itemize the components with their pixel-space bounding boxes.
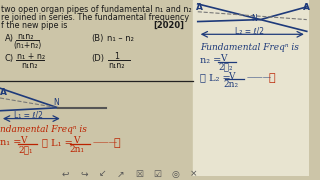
Text: ②: ② [268,73,275,84]
Text: ndamental Freqⁿ is: ndamental Freqⁿ is [0,125,87,134]
Text: A): A) [5,34,14,43]
Text: Fundamental Freqⁿ is: Fundamental Freqⁿ is [200,43,299,52]
Text: ———: ——— [92,138,118,146]
Text: V: V [220,54,227,63]
Text: ∴ L₂ =: ∴ L₂ = [200,73,230,82]
Text: n₁ =: n₁ = [0,138,21,147]
Text: 2ℓ₂: 2ℓ₂ [218,63,233,72]
Text: 2n₂: 2n₂ [224,80,239,89]
Text: A: A [196,3,203,12]
Text: V: V [20,136,27,145]
Text: 2ℓ₁: 2ℓ₁ [18,145,33,154]
Text: A: A [303,3,310,12]
Text: ↪: ↪ [80,170,88,179]
Bar [193,0,309,176]
Text: ①: ① [114,138,120,148]
Text: ×: × [190,170,198,179]
Text: V: V [228,71,234,80]
Text: ◎: ◎ [172,170,180,179]
Text: n₁ – n₂: n₁ – n₂ [107,34,134,43]
Text: ———: ——— [247,73,272,82]
Text: n₂ =: n₂ = [200,56,221,65]
Text: N: N [251,14,257,23]
Text: A: A [0,88,7,97]
Text: ☒: ☒ [135,170,143,179]
Text: re joined in series. The fundamental frequency: re joined in series. The fundamental fre… [1,13,189,22]
Text: (B): (B) [92,34,104,43]
Text: n₁n₂: n₁n₂ [21,61,38,70]
Text: L₂ = ℓ/2: L₂ = ℓ/2 [236,26,264,35]
Text: n₁n₂: n₁n₂ [108,61,124,70]
Text: ∴ L₁ =: ∴ L₁ = [43,138,73,147]
Text: 1: 1 [114,52,119,61]
Text: f the new pipe is: f the new pipe is [1,21,67,30]
Text: N: N [53,98,59,107]
Text: L₁ = ℓ/2: L₁ = ℓ/2 [13,111,42,120]
Text: n₁n₂: n₁n₂ [17,32,34,41]
Text: (n₁+n₂): (n₁+n₂) [13,41,42,50]
Text: n₁ + n₂: n₁ + n₂ [17,52,45,61]
Text: C): C) [5,54,14,63]
Text: ☑: ☑ [153,170,161,179]
Text: 2n₁: 2n₁ [69,145,84,154]
Text: (D): (D) [92,54,105,63]
Text: V: V [73,136,80,145]
Text: ↙: ↙ [99,170,106,179]
Text: ↗: ↗ [117,170,124,179]
Text: ↩: ↩ [62,170,69,179]
Text: two open organ pipes of fundamental n₁ and n₂: two open organ pipes of fundamental n₁ a… [1,5,192,14]
Text: [2020]: [2020] [153,21,184,30]
